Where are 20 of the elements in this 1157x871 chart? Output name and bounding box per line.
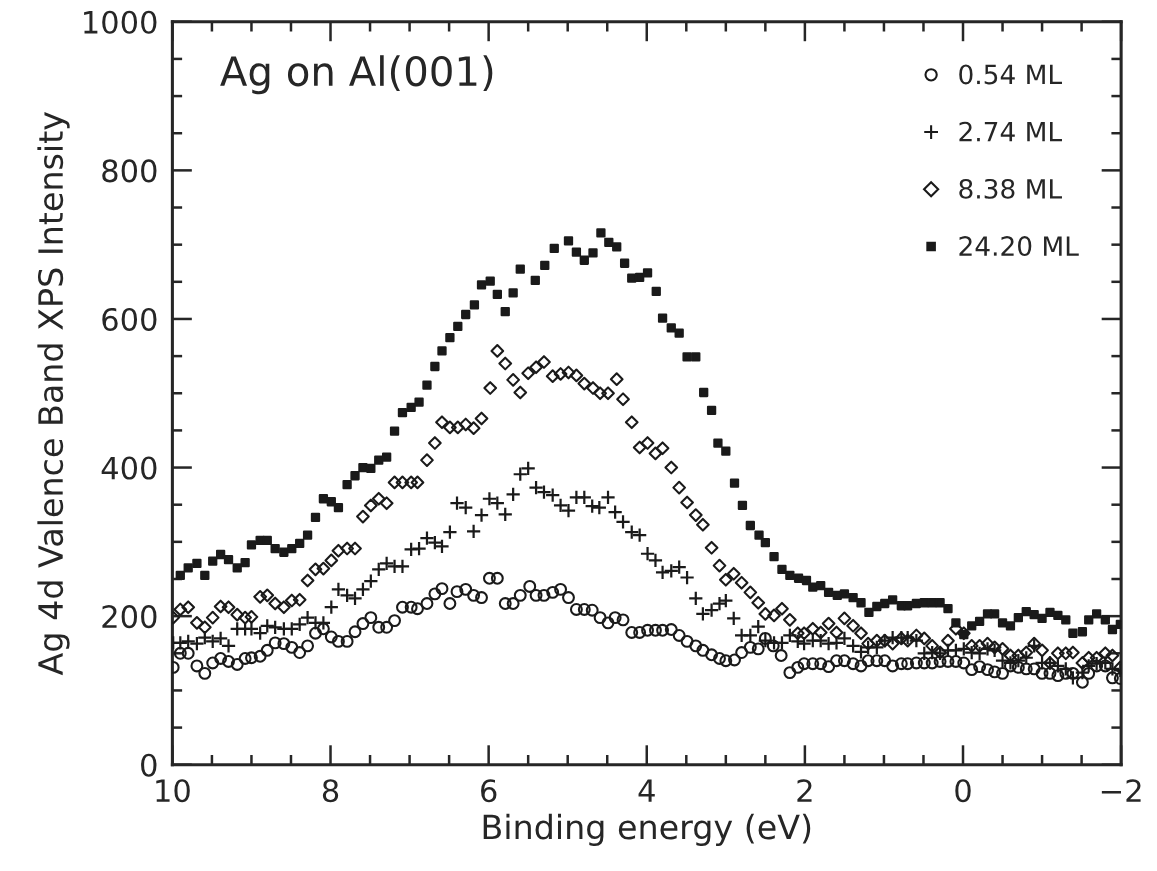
x-tick-label: −2 — [1101, 779, 1141, 802]
x-tick-label: 6 — [481, 779, 497, 803]
annotation: Ag on Al(001) — [220, 55, 493, 95]
y-tick-label: 800 — [102, 159, 157, 183]
legend-label: 8.38 ML — [959, 178, 1062, 199]
x-tick-label: 4 — [638, 779, 655, 802]
y-tick-label: 600 — [102, 307, 157, 331]
y-tick-label: 0 — [141, 753, 157, 777]
y-tick-label: 400 — [101, 456, 157, 480]
x-tick-label: 8 — [322, 779, 339, 803]
legend-label: 24.20 ML — [959, 236, 1079, 257]
y-tick-label: 1000 — [84, 10, 157, 34]
y-tick-label: 200 — [102, 605, 157, 629]
legend-label: 0.54 ML — [959, 64, 1062, 85]
legend-label: 2.74 ML — [959, 121, 1062, 142]
x-tick-label: 2 — [797, 779, 812, 802]
x-axis-title: Binding energy (eV) — [483, 813, 811, 847]
x-tick-label: 0 — [955, 779, 971, 803]
x-tick-label: 10 — [156, 779, 190, 803]
y-axis-title: Ag 4d Valence Band XPS Intensity — [37, 112, 70, 676]
